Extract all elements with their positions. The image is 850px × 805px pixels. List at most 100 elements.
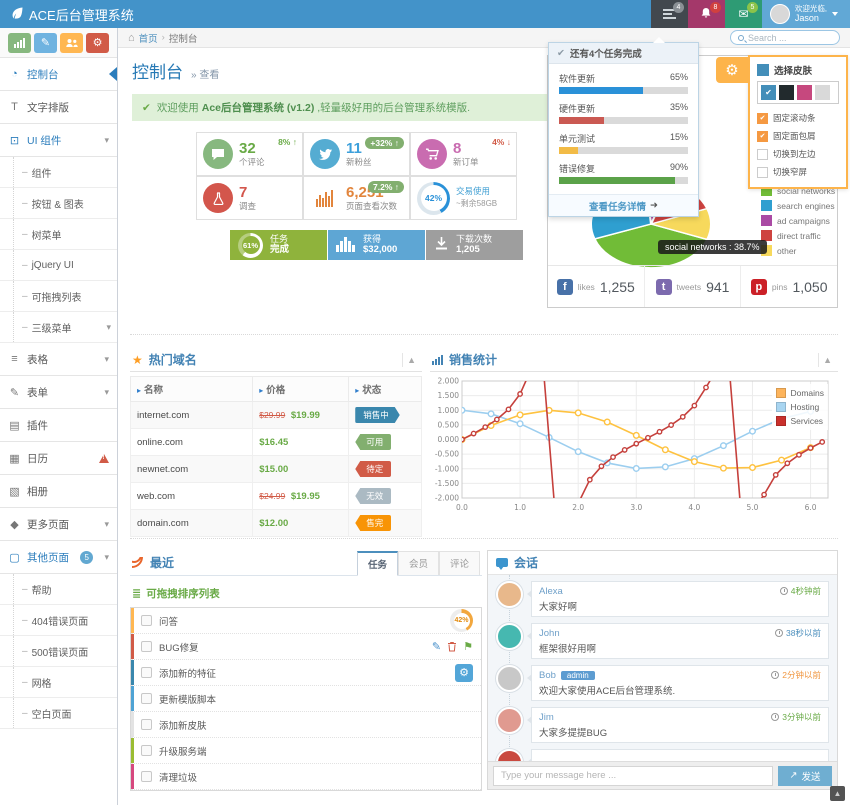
task-item[interactable]: 添加新皮肤 ✎ ⚑ ⚙ [131, 712, 481, 738]
option-checkbox[interactable]: ✔ [757, 166, 768, 178]
collapse-chevron-icon[interactable]: ▲ [818, 352, 836, 367]
task-item[interactable]: 添加新的特征 ✎ ⚑ ⚙ [131, 660, 481, 686]
sidebar-item[interactable]: ✎ 表单 ▾ [0, 376, 117, 409]
table-row[interactable]: newnet.com $15.00 待定 [129, 455, 422, 483]
task-item[interactable]: BUG修复 ✎ ⚑ ⚙ [131, 634, 481, 660]
settings-gear-button[interactable]: ⚙ [716, 57, 748, 83]
breadcrumb-home[interactable]: 首页 [138, 33, 158, 45]
search-icon [738, 34, 744, 41]
tab[interactable]: 评论 [438, 551, 480, 575]
task-item[interactable]: 清理垃圾 ✎ ⚑ ⚙ [131, 764, 481, 790]
view-task-details-link[interactable]: 查看任务详情 ➜ [549, 194, 698, 216]
page-subtitle: » 查看 [191, 70, 220, 81]
settings-option[interactable]: ✔ 切换窄屏 [757, 163, 839, 181]
sidebar-subitem[interactable]: – 帮助 ▾ [0, 574, 117, 605]
stat-buttons: 61% 任务 完成 获得 $32,000 [230, 230, 523, 260]
skin-swatch[interactable]: ✔ [797, 85, 812, 100]
message-author[interactable]: Jim [539, 711, 554, 723]
sidebar-item[interactable]: ▤ 插件 ▾ [0, 409, 117, 442]
task-checkbox[interactable] [141, 745, 152, 756]
sidebar-subitem[interactable]: – jQuery UI ▾ [0, 250, 117, 281]
task-progress-item[interactable]: 单元测试 15% [559, 132, 688, 154]
sidebar-subitem[interactable]: – 按钮 & 图表 ▾ [0, 188, 117, 219]
task-checkbox[interactable] [141, 667, 152, 678]
sidebar-subitem[interactable]: – 空白页面 ▾ [0, 698, 117, 729]
user-menu[interactable]: 欢迎光临, Jason [761, 0, 850, 28]
task-settings-button[interactable]: ⚙ [455, 663, 473, 682]
column-header[interactable]: ▸ 价格 [252, 376, 350, 402]
clock-icon [771, 713, 780, 721]
sidebar-item[interactable]: ▦ 日历 ▾ [0, 442, 117, 475]
tab[interactable]: 任务 [356, 551, 398, 576]
skin-swatch[interactable]: ✔ [779, 85, 794, 100]
brand[interactable]: ACE后台管理系统 [0, 5, 134, 24]
stat-button[interactable]: 下载次数 1,205 [426, 230, 523, 260]
sidebar-subitem[interactable]: – 组件 ▾ [0, 157, 117, 188]
column-header[interactable]: ▸ 名称 [129, 376, 254, 402]
settings-option[interactable]: ✔ 固定滚动条 [757, 109, 839, 127]
task-item[interactable]: 升级服务端 ✎ ⚑ ⚙ [131, 738, 481, 764]
sidebar-subitem[interactable]: – 404错误页面 ▾ [0, 605, 117, 636]
task-checkbox[interactable] [141, 719, 152, 730]
task-item[interactable]: 更新模版脚本 ✎ ⚑ ⚙ [131, 686, 481, 712]
sidebar-item[interactable]: ◔ 控制台 ▾ [0, 58, 117, 91]
option-checkbox[interactable]: ✔ [757, 130, 768, 142]
task-checkbox[interactable] [141, 641, 152, 652]
settings-option[interactable]: ✔ 固定面包屑 [757, 127, 839, 145]
option-checkbox[interactable]: ✔ [757, 148, 768, 160]
infobox-label: 新订单 [453, 156, 479, 167]
shortcut-button[interactable] [60, 32, 83, 53]
task-progress-item[interactable]: 软件更新 65% [559, 72, 688, 94]
tasks-menu-button[interactable]: 4 [650, 0, 688, 28]
trash-icon[interactable] [447, 641, 457, 652]
sidebar-item[interactable]: ◆ 更多页面 ▾ [0, 508, 117, 541]
sidebar-subitem[interactable]: – 网格 ▾ [0, 667, 117, 698]
sidebar-subitem[interactable]: – 三级菜单 ▾ [0, 312, 117, 343]
notifications-button[interactable]: 8 [687, 0, 725, 28]
table-row[interactable]: internet.com $29.99 $19.99 销售中 [129, 401, 422, 429]
skin-swatch[interactable]: ✔ [761, 85, 776, 100]
edit-icon[interactable]: ✎ [431, 641, 442, 653]
scroll-to-top-button[interactable]: ▲ [830, 786, 845, 801]
sidebar-item[interactable]: ▢ 其他页面 5 ▾ [0, 541, 117, 574]
shortcut-button[interactable] [8, 32, 31, 53]
avatar [496, 707, 523, 734]
task-item[interactable]: 问答 42% ✎ ⚑ ⚙ [131, 608, 481, 634]
task-progress-item[interactable]: 硬件更新 35% [559, 102, 688, 124]
option-checkbox[interactable]: ✔ [757, 112, 768, 124]
column-header[interactable]: ▸ 状态 [348, 376, 422, 402]
sidebar-subitem[interactable]: – 可拖拽列表 ▾ [0, 281, 117, 312]
current-skin-swatch [757, 64, 769, 76]
sidebar-subitem[interactable]: – 500错误页面 ▾ [0, 636, 117, 667]
sort-caret-icon: ▸ [137, 386, 142, 395]
sidebar-item[interactable]: ⊡ UI 组件 ▾ [0, 124, 117, 157]
search-input[interactable] [748, 32, 832, 43]
collapse-chevron-icon[interactable]: ▲ [402, 352, 420, 367]
sidebar-item[interactable]: ▧ 相册 ▾ [0, 475, 117, 508]
messages-button[interactable]: ✉ 5 [724, 0, 762, 28]
task-progress-item[interactable]: 错误修复 90% [559, 162, 688, 184]
tab[interactable]: 会员 [397, 551, 439, 575]
table-row[interactable]: web.com $24.99 $19.95 无效 [129, 482, 422, 510]
message-input[interactable] [493, 765, 773, 786]
task-checkbox[interactable] [141, 771, 152, 782]
settings-option[interactable]: ✔ 切换到左边 [757, 145, 839, 163]
sidebar-subitem[interactable]: – 树菜单 ▾ [0, 219, 117, 250]
message-author[interactable]: Bob [539, 669, 556, 681]
send-button[interactable]: ↗ 发送 [778, 765, 832, 786]
sidebar-item[interactable]: ≡ 表格 ▾ [0, 343, 117, 376]
flag-icon[interactable]: ⚑ [463, 641, 473, 653]
shortcut-button[interactable]: ⚙ [86, 32, 109, 53]
task-checkbox[interactable] [141, 693, 152, 704]
table-row[interactable]: domain.com $12.00 售完 [129, 509, 422, 537]
table-row[interactable]: online.com $16.45 可用 [129, 428, 422, 456]
stat-button[interactable]: 获得 $32,000 [328, 230, 425, 260]
stat-button[interactable]: 61% 任务 完成 [230, 230, 327, 260]
message-author[interactable]: John [539, 627, 560, 639]
task-checkbox[interactable] [141, 615, 152, 626]
sidebar-item[interactable]: T 文字排版 ▾ [0, 91, 117, 124]
skin-swatch[interactable]: ✔ [815, 85, 830, 100]
message-author[interactable]: Alexa [539, 585, 563, 597]
shortcut-button[interactable]: ✎ [34, 32, 57, 53]
old-price: $29.99 [259, 409, 286, 420]
